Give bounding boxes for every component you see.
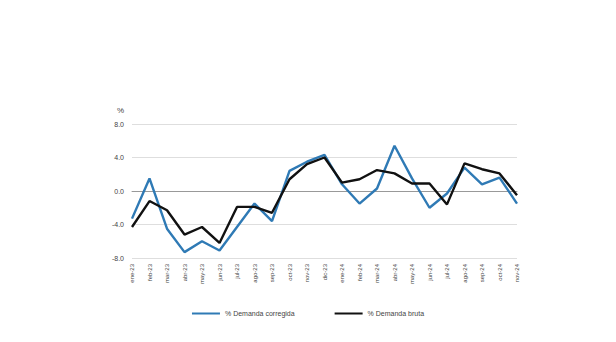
svg-text:jul-23: jul-23 xyxy=(234,263,240,279)
svg-text:sep-23: sep-23 xyxy=(269,263,275,282)
svg-text:ago-23: ago-23 xyxy=(252,263,258,282)
svg-text:jul-24: jul-24 xyxy=(444,263,450,279)
svg-text:sep-24: sep-24 xyxy=(479,263,485,282)
svg-text:abr-24: abr-24 xyxy=(392,263,398,281)
svg-text:nov-23: nov-23 xyxy=(304,263,310,282)
svg-text:0.0: 0.0 xyxy=(114,188,124,195)
svg-text:% Demanda corregida: % Demanda corregida xyxy=(225,310,295,318)
svg-text:jun-23: jun-23 xyxy=(217,263,223,281)
svg-text:oct-23: oct-23 xyxy=(287,263,293,280)
svg-text:feb-23: feb-23 xyxy=(147,263,153,281)
svg-text:feb-24: feb-24 xyxy=(357,263,363,281)
svg-text:may-24: may-24 xyxy=(409,263,415,284)
svg-text:nov-24: nov-24 xyxy=(514,263,520,282)
svg-text:jun-24: jun-24 xyxy=(427,263,433,281)
svg-text:may-23: may-23 xyxy=(199,263,205,284)
html-text:Fuente: REE: Fuente: REE xyxy=(82,68,123,75)
svg-text:-4.0: -4.0 xyxy=(112,221,124,228)
svg-text:4.0: 4.0 xyxy=(114,154,124,161)
svg-text:ene-24: ene-24 xyxy=(339,263,345,282)
svg-text:abr-23: abr-23 xyxy=(182,263,188,281)
svg-text:mar-24: mar-24 xyxy=(374,263,380,283)
svg-text:ago-24: ago-24 xyxy=(462,263,468,282)
svg-text:% Demanda bruta: % Demanda bruta xyxy=(368,310,425,317)
svg-text:dic-23: dic-23 xyxy=(322,263,328,280)
svg-text:-8.0: -8.0 xyxy=(112,255,124,262)
svg-text:mar-23: mar-23 xyxy=(164,263,170,283)
html-text:EVOLUCIÓN DE LA DEMANDA NACION: EVOLUCIÓN DE LA DEMANDA NACIONAL 2023 Y … xyxy=(205,38,528,53)
svg-text:ene-23: ene-23 xyxy=(129,263,135,282)
svg-text:oct-24: oct-24 xyxy=(497,263,503,280)
html-text:Figura 03: Figura 03 xyxy=(92,39,150,54)
svg-text:8.0: 8.0 xyxy=(114,121,124,128)
svg-text:%: % xyxy=(117,106,124,115)
